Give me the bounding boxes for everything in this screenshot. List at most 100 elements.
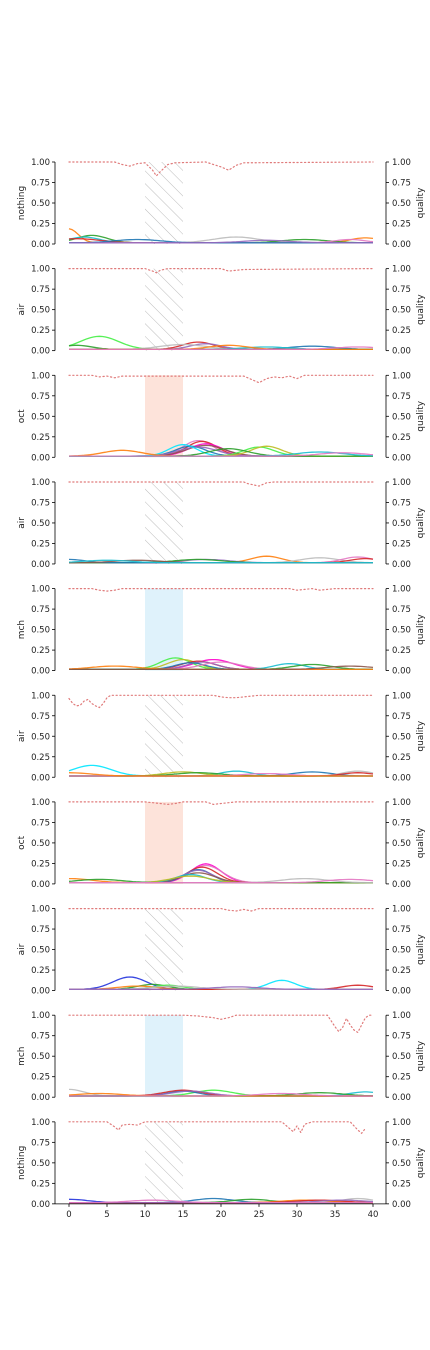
x-tick-label: 5 bbox=[104, 1210, 109, 1220]
panel-7: 0.00 0.00 0.25 0.25 0.50 0.50 0.75 0.75 1.00 1.00… bbox=[17, 798, 426, 890]
left-tick-label: 0.75 bbox=[31, 1138, 50, 1148]
panel-ylabel: air bbox=[17, 303, 27, 315]
right-ylabel: quality bbox=[416, 827, 426, 858]
panel-ylabel: mch bbox=[17, 620, 27, 639]
left-tick-label: 0.50 bbox=[31, 306, 50, 316]
series-line-8 bbox=[69, 1199, 373, 1204]
left-tick-label: 0.00 bbox=[31, 347, 50, 357]
quality-line bbox=[68, 694, 374, 709]
x-tick-label: 30 bbox=[292, 1210, 303, 1220]
left-tick-label: 0.00 bbox=[31, 240, 50, 250]
stimulus-window bbox=[145, 908, 183, 991]
panel-4: 0.00 0.00 0.25 0.25 0.50 0.50 0.75 0.75 1.00 1.00… bbox=[17, 478, 426, 570]
panel-ylabel: nothing bbox=[17, 186, 27, 220]
left-tick-label: 0.75 bbox=[31, 1032, 50, 1042]
panel-ylabel: air bbox=[17, 730, 27, 742]
left-tick-label: 0.75 bbox=[31, 179, 50, 189]
series-line-10 bbox=[69, 239, 373, 244]
quality-line bbox=[68, 908, 374, 912]
left-tick-label: 0.50 bbox=[31, 626, 50, 636]
right-tick-label: 0.50 bbox=[392, 946, 411, 956]
right-tick-label: 0.25 bbox=[392, 1073, 411, 1083]
left-tick-label: 0.25 bbox=[31, 966, 50, 976]
x-tick-label: 0 bbox=[66, 1210, 71, 1220]
right-tick-label: 0.75 bbox=[392, 1032, 411, 1042]
right-tick-label: 0.75 bbox=[392, 498, 411, 508]
right-tick-label: 1.00 bbox=[392, 265, 411, 275]
stimulus-window bbox=[145, 268, 183, 351]
right-tick-label: 0.25 bbox=[392, 539, 411, 549]
left-tick-label: 1.00 bbox=[31, 585, 50, 595]
stimulus-window bbox=[145, 1121, 183, 1204]
x-tick-label: 20 bbox=[216, 1210, 227, 1220]
right-tick-label: 0.00 bbox=[392, 773, 411, 783]
left-tick-label: 0.00 bbox=[31, 987, 50, 997]
series-line-9 bbox=[69, 1092, 373, 1097]
left-tick-label: 0.25 bbox=[31, 1179, 50, 1189]
left-tick-label: 0.25 bbox=[31, 646, 50, 656]
panel-5: 0.00 0.00 0.25 0.25 0.50 0.50 0.75 0.75 1.00 1.00… bbox=[17, 585, 426, 677]
panel-ylabel: oct bbox=[17, 835, 27, 849]
x-tick-label: 35 bbox=[330, 1210, 341, 1220]
right-ylabel: quality bbox=[416, 720, 426, 751]
panel-9: 0.00 0.00 0.25 0.25 0.50 0.50 0.75 0.75 1.00 1.00… bbox=[17, 1011, 426, 1103]
right-tick-label: 0.50 bbox=[392, 1052, 411, 1062]
right-ylabel: quality bbox=[416, 614, 426, 645]
panel-ylabel: mch bbox=[17, 1046, 27, 1065]
right-tick-label: 0.50 bbox=[392, 306, 411, 316]
left-tick-label: 0.75 bbox=[31, 712, 50, 722]
right-ylabel: quality bbox=[416, 1147, 426, 1178]
left-tick-label: 0.50 bbox=[31, 732, 50, 742]
quality-line bbox=[68, 161, 374, 177]
stimulus-window bbox=[145, 695, 183, 778]
series-line-9 bbox=[68, 772, 373, 777]
left-tick-label: 0.75 bbox=[31, 392, 50, 402]
panel-ylabel: nothing bbox=[17, 1146, 27, 1180]
left-tick-label: 0.50 bbox=[31, 199, 50, 209]
left-tick-label: 1.00 bbox=[31, 691, 50, 701]
right-tick-label: 1.00 bbox=[392, 371, 411, 381]
quality-line bbox=[68, 801, 374, 806]
left-tick-label: 0.50 bbox=[31, 946, 50, 956]
right-tick-label: 0.50 bbox=[392, 519, 411, 529]
right-ylabel: quality bbox=[416, 507, 426, 538]
quality-line bbox=[68, 587, 374, 592]
right-tick-label: 0.75 bbox=[392, 925, 411, 935]
right-tick-label: 0.00 bbox=[392, 347, 411, 357]
panel-10: 0.00 0.00 0.25 0.25 0.50 0.50 0.75 0.75 1.00 1.00… bbox=[17, 1118, 426, 1220]
right-tick-label: 0.75 bbox=[392, 285, 411, 295]
right-tick-label: 0.75 bbox=[392, 179, 411, 189]
right-tick-label: 1.00 bbox=[392, 905, 411, 915]
right-tick-label: 0.00 bbox=[392, 560, 411, 570]
left-tick-label: 1.00 bbox=[31, 265, 50, 275]
right-tick-label: 0.00 bbox=[392, 453, 411, 463]
left-tick-label: 0.00 bbox=[31, 773, 50, 783]
panel-1: 0.00 0.00 0.25 0.25 0.50 0.50 0.75 0.75 1.00 1.00… bbox=[17, 158, 426, 250]
left-tick-label: 0.75 bbox=[31, 925, 50, 935]
right-tick-label: 1.00 bbox=[392, 798, 411, 808]
right-ylabel: quality bbox=[416, 1040, 426, 1071]
right-tick-label: 1.00 bbox=[392, 1118, 411, 1128]
left-tick-label: 1.00 bbox=[31, 371, 50, 381]
right-ylabel: quality bbox=[416, 933, 426, 964]
right-tick-label: 0.25 bbox=[392, 326, 411, 336]
right-tick-label: 0.00 bbox=[392, 1093, 411, 1103]
left-tick-label: 0.50 bbox=[31, 412, 50, 422]
right-ylabel: quality bbox=[416, 294, 426, 325]
left-tick-label: 0.75 bbox=[31, 285, 50, 295]
left-tick-label: 1.00 bbox=[31, 905, 50, 915]
left-tick-label: 0.25 bbox=[31, 859, 50, 869]
left-tick-label: 1.00 bbox=[31, 158, 50, 168]
x-tick-label: 10 bbox=[140, 1210, 151, 1220]
quality-line bbox=[68, 1014, 374, 1034]
right-tick-label: 0.75 bbox=[392, 818, 411, 828]
right-tick-label: 1.00 bbox=[392, 691, 411, 701]
left-tick-label: 1.00 bbox=[31, 798, 50, 808]
left-tick-label: 0.00 bbox=[31, 880, 50, 890]
right-tick-label: 0.00 bbox=[392, 1200, 411, 1210]
left-tick-label: 0.00 bbox=[31, 560, 50, 570]
right-tick-label: 1.00 bbox=[392, 478, 411, 488]
series-line-9 bbox=[68, 559, 373, 564]
panel-6: 0.00 0.00 0.25 0.25 0.50 0.50 0.75 0.75 1.00 1.00… bbox=[17, 691, 426, 783]
